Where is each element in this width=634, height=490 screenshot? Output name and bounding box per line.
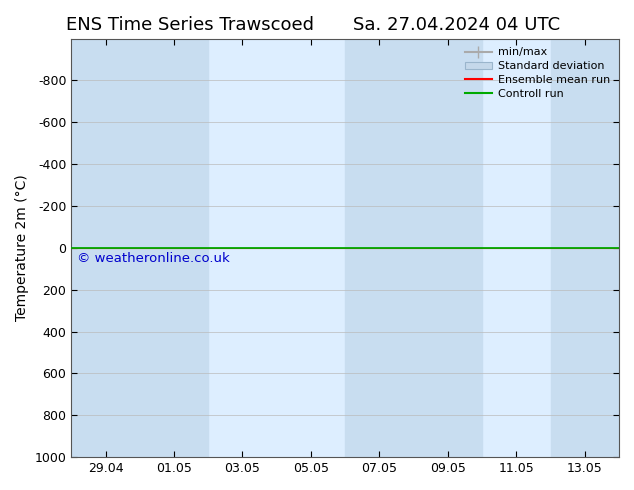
Bar <box>71 39 139 457</box>
Y-axis label: Temperature 2m (°C): Temperature 2m (°C) <box>15 174 29 321</box>
Text: © weatheronline.co.uk: © weatheronline.co.uk <box>77 252 230 265</box>
Legend: min/max, Standard deviation, Ensemble mean run, Controll run: min/max, Standard deviation, Ensemble me… <box>461 44 614 102</box>
Bar <box>550 39 619 457</box>
Bar <box>413 39 482 457</box>
Text: ENS Time Series Trawscoed: ENS Time Series Trawscoed <box>66 16 314 34</box>
Text: Sa. 27.04.2024 04 UTC: Sa. 27.04.2024 04 UTC <box>353 16 560 34</box>
Bar <box>139 39 208 457</box>
Bar <box>345 39 413 457</box>
